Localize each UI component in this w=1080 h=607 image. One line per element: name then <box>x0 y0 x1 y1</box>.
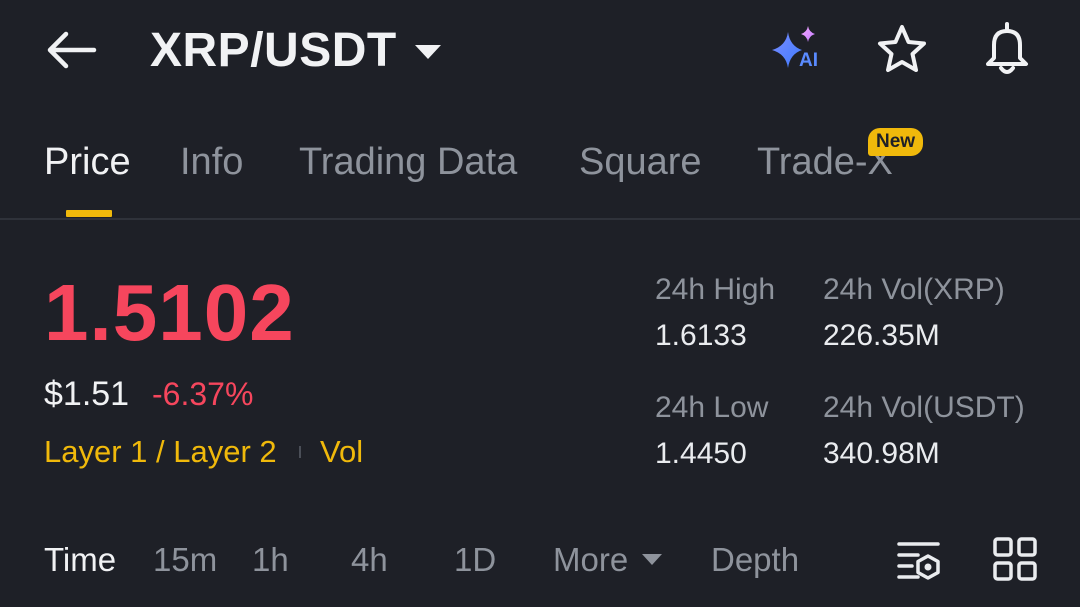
last-price: 1.5102 <box>44 268 295 357</box>
pair-title: XRP/USDT <box>150 23 397 77</box>
tab-trading-data[interactable]: Trading Data <box>299 141 518 183</box>
ai-label: AI <box>799 50 818 71</box>
stat-vol-quote-label: 24h Vol(USDT) <box>823 391 1025 424</box>
tab-price[interactable]: Price <box>44 141 131 183</box>
stat-low-value: 1.4450 <box>655 437 747 470</box>
ai-sparkle-icon <box>772 26 815 68</box>
interval-15m[interactable]: 15m <box>153 541 218 578</box>
stat-vol-quote-value: 340.98M <box>823 437 940 470</box>
chart-toolbar: Time 15m 1h 4h 1D More Depth <box>0 530 1080 590</box>
bell-icon <box>986 22 1028 74</box>
interval-4h[interactable]: 4h <box>351 541 388 578</box>
arrow-left-icon <box>47 31 97 69</box>
stat-vol-base-label: 24h Vol(XRP) <box>823 273 1005 306</box>
grid-layout-icon <box>993 537 1037 581</box>
interval-time[interactable]: Time <box>44 541 117 578</box>
back-button[interactable] <box>44 22 104 78</box>
pair-selector[interactable]: XRP/USDT <box>150 20 441 80</box>
chart-settings-button[interactable] <box>894 534 946 586</box>
stat-low-label: 24h Low <box>655 391 769 424</box>
stat-high-label: 24h High <box>655 273 776 306</box>
favorite-button[interactable] <box>872 22 932 78</box>
star-icon <box>878 25 926 72</box>
active-tab-indicator <box>66 210 112 217</box>
tag-vol[interactable]: Vol <box>320 434 364 469</box>
caret-down-icon <box>414 45 441 59</box>
tab-info[interactable]: Info <box>180 141 244 183</box>
ai-assistant-button[interactable]: AI <box>766 22 826 78</box>
stat-high-value: 1.6133 <box>655 319 747 352</box>
price-change-percent: -6.37% <box>152 376 254 412</box>
divider <box>0 218 1080 220</box>
interval-1d[interactable]: 1D <box>454 541 497 578</box>
tab-square[interactable]: Square <box>579 141 702 183</box>
interval-1h[interactable]: 1h <box>252 541 289 578</box>
more-label: More <box>553 541 629 578</box>
caret-down-icon <box>642 553 663 565</box>
interval-more-dropdown[interactable]: More <box>553 538 663 582</box>
tag-layer[interactable]: Layer 1 / Layer 2 <box>44 434 277 469</box>
new-badge: New <box>868 128 924 156</box>
depth-chart-tab[interactable]: Depth <box>711 541 800 578</box>
tag-separator <box>299 446 301 458</box>
chart-settings-icon <box>897 542 940 580</box>
stat-vol-base-value: 226.35M <box>823 319 940 352</box>
price-alert-button[interactable] <box>976 18 1038 80</box>
layout-grid-button[interactable] <box>990 534 1042 586</box>
usd-price: $1.51 <box>44 375 130 413</box>
